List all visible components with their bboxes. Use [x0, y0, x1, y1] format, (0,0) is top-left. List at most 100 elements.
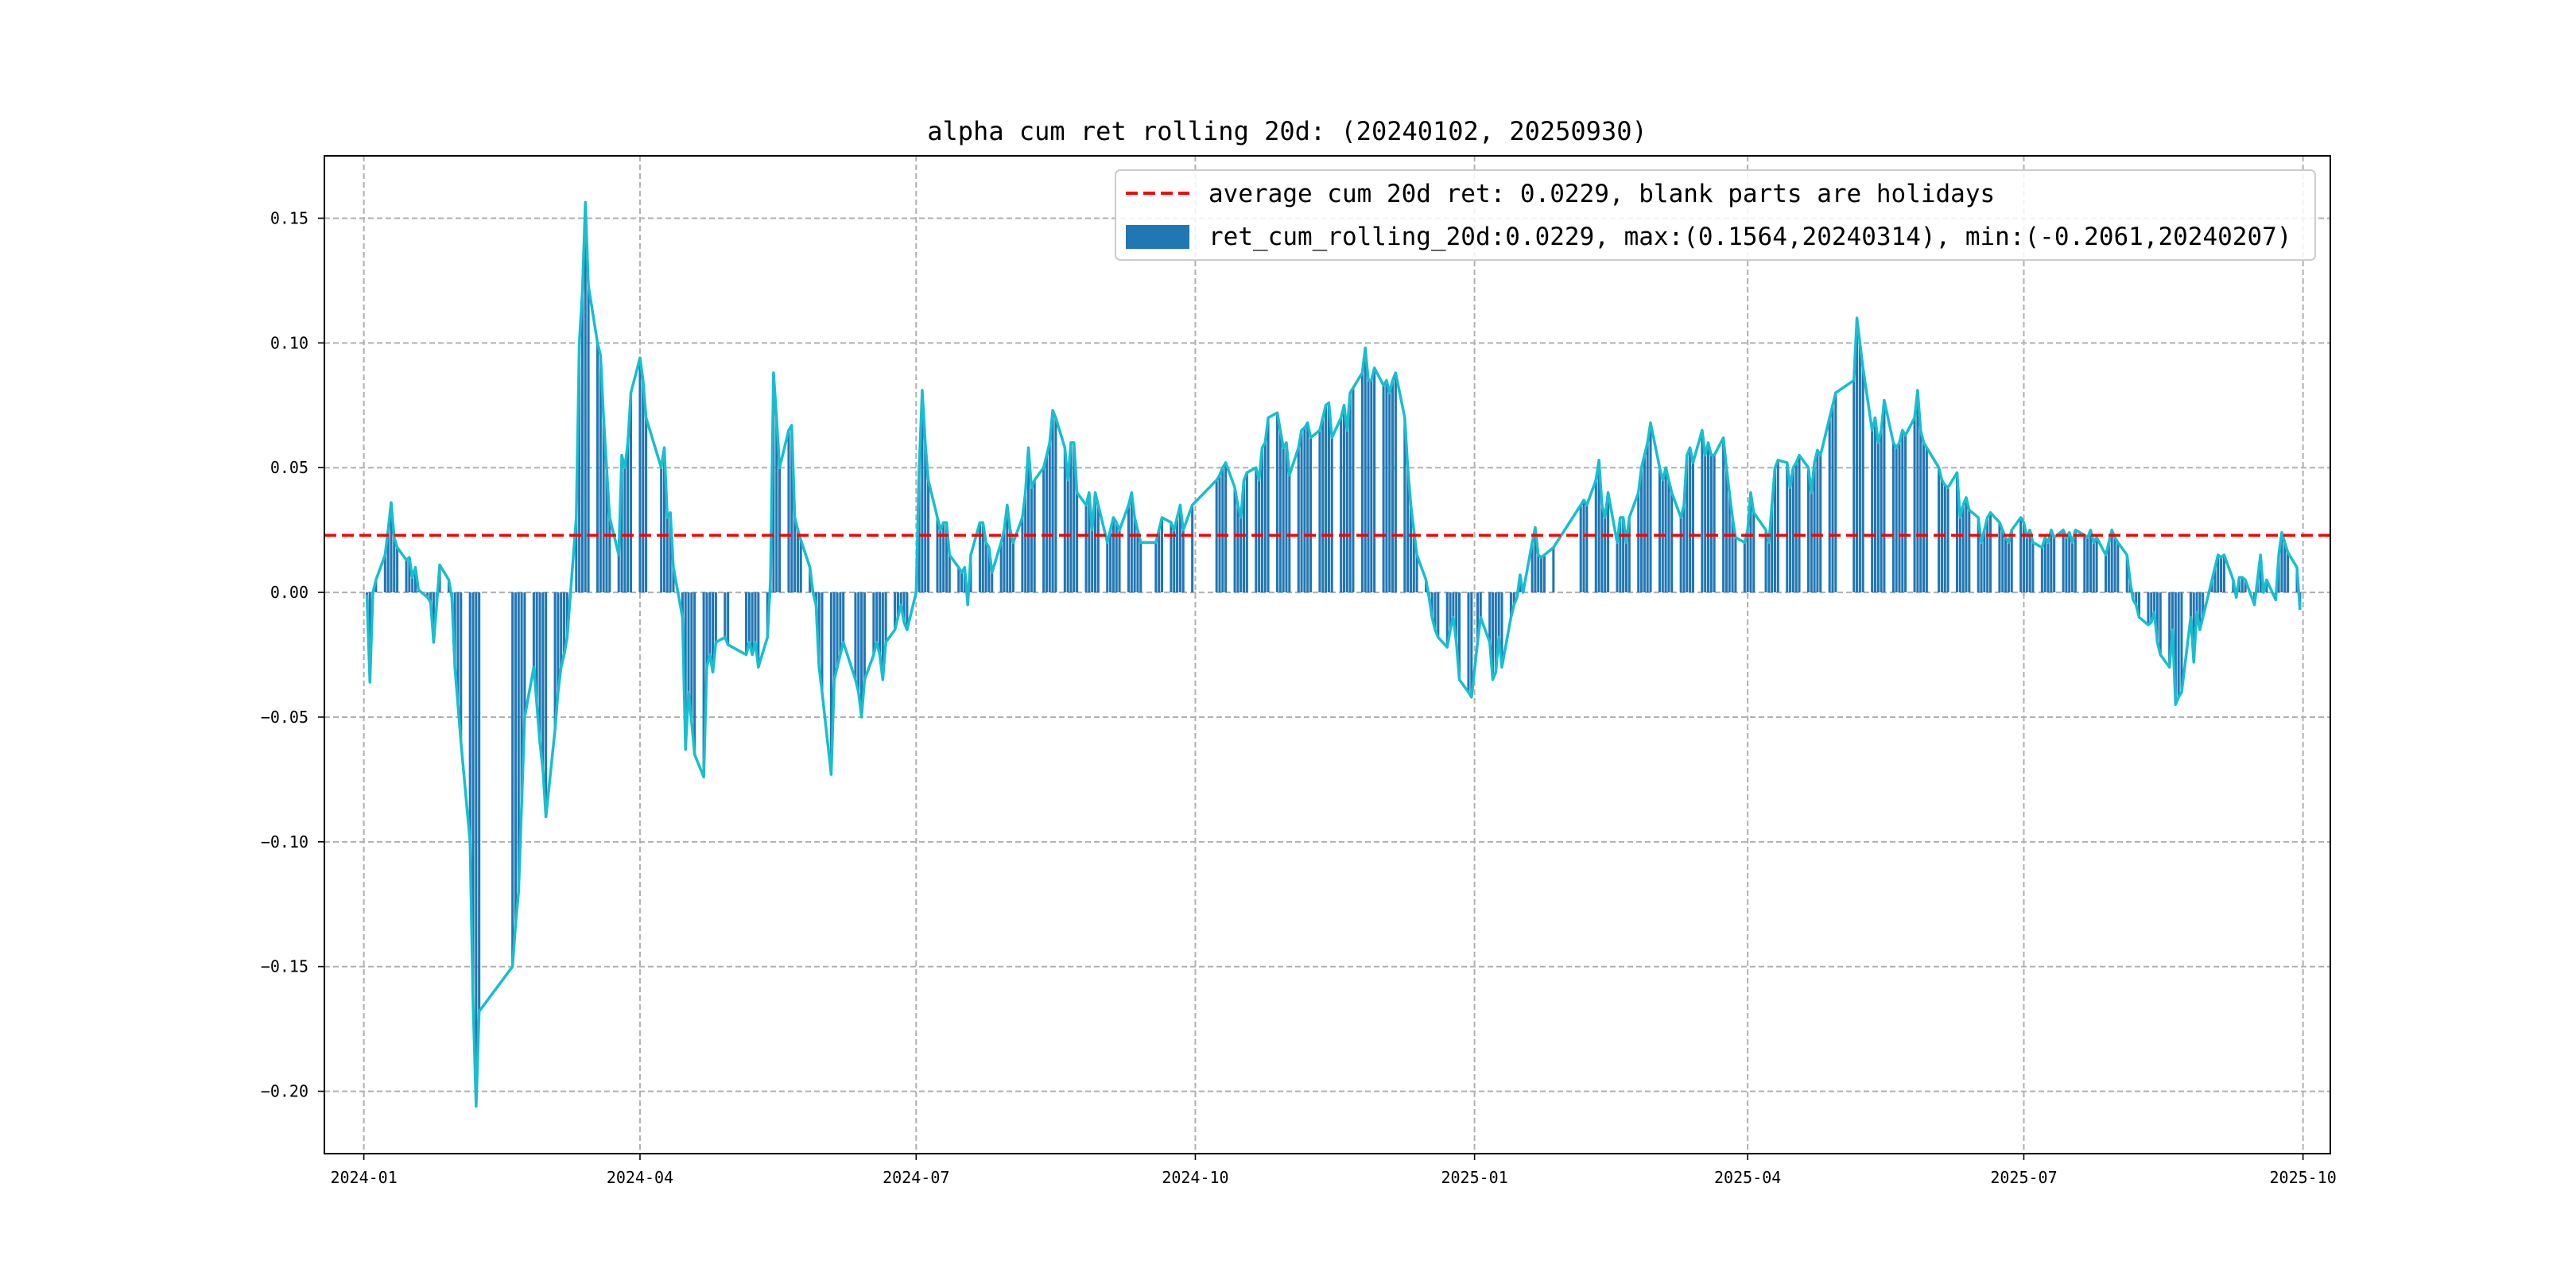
bar	[1873, 417, 1876, 593]
bar	[836, 592, 839, 668]
bar	[1233, 487, 1236, 593]
bar	[617, 555, 620, 593]
bar	[1073, 442, 1076, 593]
bar	[863, 592, 866, 680]
bar	[627, 442, 630, 593]
bar	[620, 455, 623, 593]
bar	[517, 592, 520, 892]
bar	[1388, 393, 1391, 593]
bar	[645, 417, 648, 593]
bar	[796, 530, 799, 593]
bar	[999, 542, 1003, 593]
bar	[2283, 542, 2287, 593]
bar	[2213, 567, 2217, 593]
bar	[1170, 522, 1173, 593]
line-series	[365, 200, 2302, 1108]
bar	[2171, 592, 2174, 630]
bar	[842, 592, 845, 642]
bar	[854, 592, 857, 680]
legend-bar-swatch	[1126, 225, 1189, 249]
bar	[1009, 530, 1012, 593]
y-tick-label: −0.20	[261, 1082, 308, 1101]
bar	[1876, 442, 1880, 593]
bar	[1403, 417, 1406, 593]
bar	[1054, 417, 1057, 593]
bar	[1109, 530, 1112, 593]
bar	[1391, 380, 1395, 593]
bar	[1813, 462, 1816, 593]
bar	[1136, 530, 1139, 593]
bar	[1348, 393, 1352, 593]
bar	[1224, 462, 1228, 593]
bar	[1858, 343, 1861, 593]
bar	[1649, 422, 1652, 593]
bar	[2110, 530, 2113, 593]
bar	[2177, 592, 2180, 697]
bar	[724, 592, 727, 638]
bar	[754, 592, 757, 642]
bar	[705, 592, 708, 668]
x-tick-label: 2024-04	[607, 1168, 673, 1187]
bar	[799, 540, 802, 593]
bar	[1245, 472, 1248, 593]
axis-ticks: 2024-01 2024-04 2024-07 2024-10 2025-01 2025-…	[261, 208, 2337, 1187]
bar	[1919, 430, 1922, 593]
bar	[1364, 347, 1367, 593]
bar	[1045, 455, 1048, 593]
bar	[1679, 517, 1682, 593]
bar	[1604, 517, 1607, 593]
bar	[1540, 557, 1543, 593]
bar	[924, 442, 927, 593]
bar	[2244, 580, 2247, 593]
bar	[1154, 542, 1158, 593]
bar	[1722, 437, 1725, 593]
bar	[1267, 417, 1270, 593]
bar	[2089, 530, 2092, 593]
bar	[1946, 487, 1949, 593]
bar	[1327, 402, 1330, 593]
bar	[987, 547, 991, 593]
bar	[1027, 448, 1030, 593]
bar	[1158, 530, 1161, 593]
bar	[1236, 505, 1240, 593]
bar	[1415, 555, 1418, 593]
bar	[1340, 417, 1343, 593]
bar	[948, 555, 951, 593]
bar	[1704, 455, 1707, 593]
bar	[1771, 505, 1774, 593]
x-tick-label: 2025-04	[1714, 1168, 1781, 1187]
series-line	[365, 200, 2302, 1108]
bar	[714, 592, 717, 642]
bar	[1255, 467, 1258, 593]
bar	[1616, 542, 1619, 593]
bar	[1789, 487, 1792, 593]
bar	[702, 592, 705, 778]
bar	[1093, 492, 1097, 593]
bar	[2004, 537, 2008, 593]
bar	[520, 592, 523, 805]
bar	[456, 592, 460, 705]
bar	[1579, 505, 1582, 593]
bar	[365, 592, 368, 596]
bar	[878, 592, 882, 655]
bar	[2240, 577, 2244, 593]
bar	[1491, 592, 1495, 680]
bar	[1791, 467, 1794, 593]
bar	[2028, 530, 2031, 593]
bar	[541, 592, 545, 770]
bar	[432, 592, 435, 642]
bar	[790, 425, 793, 593]
bar	[393, 537, 396, 593]
bar	[1218, 475, 1221, 593]
bar	[1773, 467, 1777, 593]
bar	[793, 517, 797, 593]
x-tick-label: 2024-10	[1162, 1168, 1228, 1187]
bar	[1445, 592, 1449, 648]
bar	[608, 517, 611, 593]
chart-title: alpha cum ret rolling 20d: (20240102, 20…	[927, 116, 1647, 146]
bar	[1139, 542, 1143, 593]
bar	[1133, 517, 1136, 593]
grid	[324, 156, 2330, 1154]
bar	[1063, 448, 1066, 593]
bar	[2116, 542, 2120, 593]
